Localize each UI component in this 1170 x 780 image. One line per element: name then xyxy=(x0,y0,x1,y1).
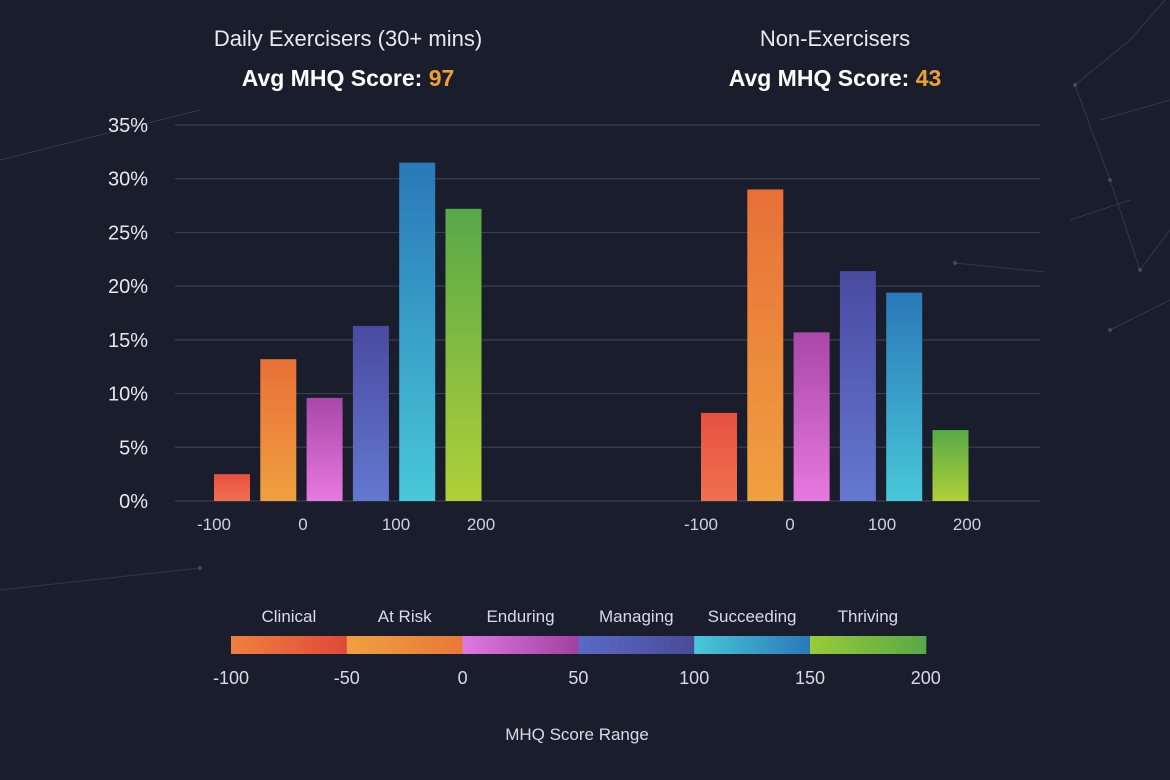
left-x-tick-label: 100 xyxy=(382,515,410,534)
legend-tick-label: 100 xyxy=(679,668,709,688)
y-tick-label: 0% xyxy=(119,491,148,513)
right-score-value: 43 xyxy=(916,65,942,91)
legend-tick-label: 50 xyxy=(568,668,588,688)
right-bar-enduring xyxy=(793,332,830,501)
right-panel-title: Non-Exercisers xyxy=(760,26,910,51)
right-score-label: Avg MHQ Score: xyxy=(729,65,916,91)
left-score-label: Avg MHQ Score: xyxy=(242,65,429,91)
y-tick-label: 25% xyxy=(108,222,148,244)
legend-label: At Risk xyxy=(378,607,432,626)
right-bar-thriving xyxy=(932,430,969,501)
left-bar-succeeding xyxy=(399,162,436,501)
left-bar-managing xyxy=(352,325,389,501)
right-x-axis: -100 0 100 200 xyxy=(684,515,981,534)
left-bar-thriving xyxy=(445,208,482,501)
left-x-axis: -100 0 100 200 xyxy=(197,515,495,534)
legend-swatch-at-risk xyxy=(346,636,464,654)
right-bar-clinical xyxy=(701,412,737,501)
left-bar-at-risk xyxy=(260,359,297,501)
y-tick-label: 35% xyxy=(108,115,148,137)
left-bar-enduring xyxy=(306,397,343,501)
legend-axis-title: MHQ Score Range xyxy=(505,725,649,744)
background-decoration xyxy=(0,0,1170,591)
legend-tick-label: 200 xyxy=(911,668,941,688)
y-tick-label: 30% xyxy=(108,169,148,191)
right-bar-managing xyxy=(839,271,876,501)
right-bar-at-risk xyxy=(747,189,784,501)
right-bar-succeeding xyxy=(886,292,923,501)
legend-swatch-thriving xyxy=(810,636,927,654)
right-x-tick-label: 100 xyxy=(868,515,896,534)
y-axis: 0% 5% 10% 15% 20% 25% 30% 35% xyxy=(108,115,148,513)
right-panel-score: Avg MHQ Score: 43 xyxy=(729,65,942,91)
legend-tick-label: -50 xyxy=(334,668,360,688)
left-panel-title: Daily Exercisers (30+ mins) xyxy=(214,26,482,51)
left-bars xyxy=(214,162,482,501)
legend-tick-label: 150 xyxy=(795,668,825,688)
y-tick-label: 5% xyxy=(119,437,148,459)
left-panel-score: Avg MHQ Score: 97 xyxy=(242,65,455,91)
left-score-value: 97 xyxy=(429,65,455,91)
right-x-tick-label: -100 xyxy=(684,515,718,534)
legend-label: Thriving xyxy=(838,607,898,626)
right-x-tick-label: 200 xyxy=(953,515,981,534)
right-bars xyxy=(701,189,969,501)
legend-swatch-enduring xyxy=(462,636,579,654)
left-bar-clinical xyxy=(214,474,250,501)
legend-swatch-clinical xyxy=(231,636,348,654)
left-x-tick-label: 0 xyxy=(298,515,307,534)
legend-label: Clinical xyxy=(262,607,317,626)
y-tick-label: 20% xyxy=(108,276,148,298)
legend-label: Enduring xyxy=(486,607,554,626)
left-x-tick-label: -100 xyxy=(197,515,231,534)
left-x-tick-label: 200 xyxy=(467,515,495,534)
y-tick-label: 10% xyxy=(108,384,148,406)
legend-tick-label: -100 xyxy=(213,668,249,688)
legend-label: Succeeding xyxy=(708,607,797,626)
legend-swatch-succeeding xyxy=(694,636,811,654)
right-x-tick-label: 0 xyxy=(785,515,794,534)
legend-swatch-managing xyxy=(578,636,695,654)
legend: Clinical At Risk Enduring Managing Succeedin… xyxy=(213,607,941,688)
legend-label: Managing xyxy=(599,607,674,626)
y-tick-label: 15% xyxy=(108,330,148,352)
legend-tick-label: 0 xyxy=(458,668,468,688)
